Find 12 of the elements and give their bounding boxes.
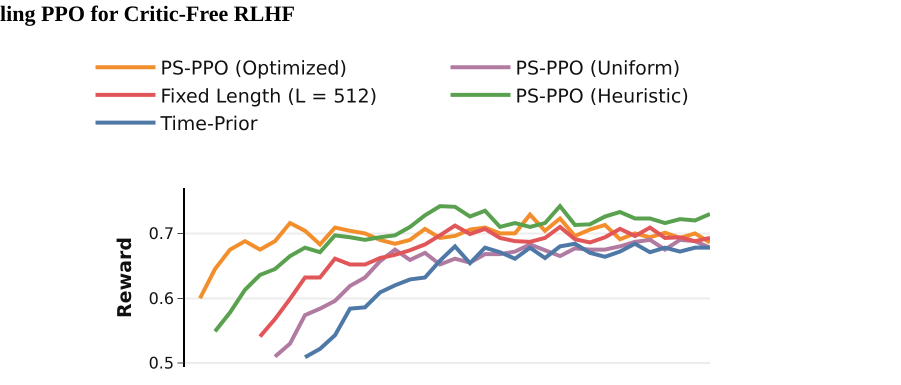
legend-label: PS-PPO (Optimized) bbox=[160, 58, 347, 80]
y-tick-label: 0.6 bbox=[148, 288, 174, 308]
legend-label: Time-Prior bbox=[160, 113, 258, 136]
legend-label: Fixed Length (L = 512) bbox=[160, 85, 378, 108]
y-tick-label: 0.7 bbox=[148, 224, 174, 243]
line-series bbox=[258, 224, 710, 339]
chart-title: ling PPO for Critic-Free RLHF bbox=[0, 1, 295, 26]
y-axis-title: Reward bbox=[114, 237, 136, 318]
line-series bbox=[213, 204, 710, 334]
legend-label: PS-PPO (Heuristic) bbox=[516, 85, 689, 108]
legend-label: PS-PPO (Uniform) bbox=[516, 58, 680, 80]
y-tick-label: 0.5 bbox=[148, 354, 174, 373]
